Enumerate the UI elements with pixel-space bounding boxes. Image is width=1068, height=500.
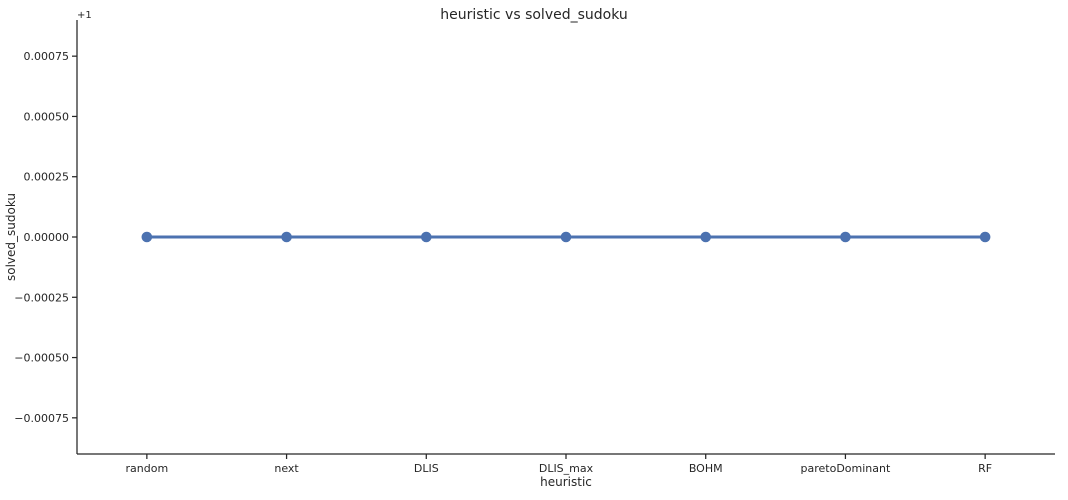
x-tick-label: next	[274, 462, 299, 475]
x-axis: random next DLIS DLIS_max BOHM paretoDominant…	[77, 453, 1055, 475]
x-axis-label: heuristic	[540, 475, 592, 489]
series-layer	[141, 231, 991, 243]
data-point	[979, 231, 991, 243]
y-tick-label: 0.00050	[24, 110, 70, 123]
data-point	[560, 231, 572, 243]
data-point	[420, 231, 432, 243]
y-axis-offset-label: +1	[77, 10, 92, 21]
y-tick-label: −0.00025	[14, 291, 69, 304]
y-tick-label: 0.00025	[24, 171, 70, 184]
data-point	[700, 231, 712, 243]
data-point	[141, 231, 153, 243]
y-axis: 0.00075 0.00050 0.00025 0.00000 −0.00025 −0.0…	[14, 20, 78, 454]
y-tick-label: −0.00075	[14, 412, 69, 425]
x-tick-label: DLIS	[414, 462, 439, 475]
x-tick-label: random	[126, 462, 169, 475]
x-tick-label: paretoDominant	[801, 462, 891, 475]
data-point	[840, 231, 851, 243]
y-tick-label: 0.00000	[24, 231, 70, 244]
data-point	[281, 231, 292, 243]
chart-title: heuristic vs solved_sudoku	[440, 7, 628, 23]
x-tick-label: RF	[978, 462, 992, 475]
x-tick-label: BOHM	[689, 462, 723, 475]
x-tick-label: DLIS_max	[539, 462, 594, 475]
y-tick-label: 0.00075	[24, 50, 70, 63]
y-axis-label: solved_sudoku	[4, 193, 18, 281]
y-tick-label: −0.00050	[14, 352, 69, 365]
